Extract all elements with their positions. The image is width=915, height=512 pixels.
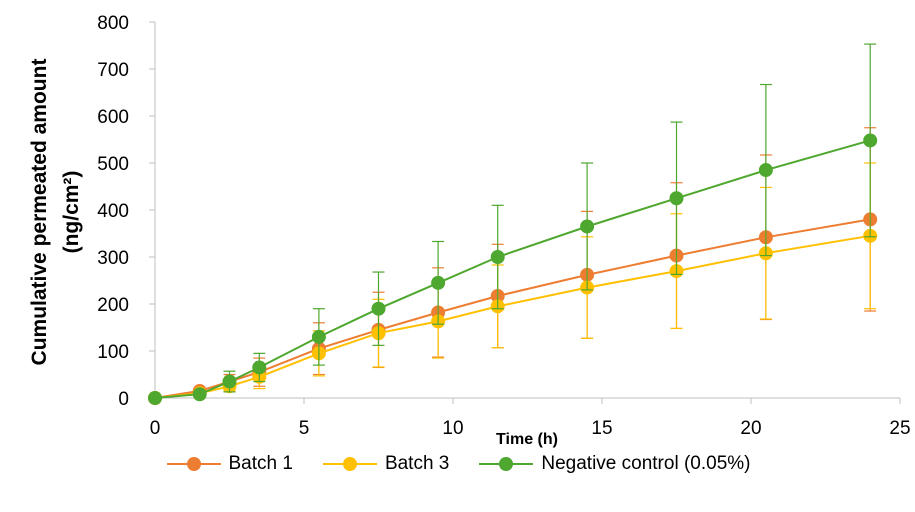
data-point	[148, 391, 162, 405]
axes: 0 100 200 300 400 500 600 700 800 0 5 10 15 20 25	[97, 13, 910, 439]
y-axis-title: Cumulative permeated amount (ng/cm²)	[28, 59, 83, 366]
data-point	[222, 374, 237, 389]
legend-label-batch-3: Batch 3	[384, 453, 450, 474]
y-tick-label: 100	[97, 342, 129, 363]
data-point	[252, 360, 267, 375]
series-layer	[148, 43, 878, 405]
data-point	[490, 250, 505, 264]
legend-item-batch-3: Batch 3	[321, 453, 449, 475]
legend: Batch 1 Batch 3 Negative control (0.05%)	[0, 453, 915, 475]
y-tick-label: 500	[97, 154, 129, 175]
x-tick-label: 0	[150, 418, 161, 439]
legend-label-negative-control: Negative control (0.05%)	[541, 453, 751, 474]
series-3	[148, 43, 878, 405]
x-tick-label: 20	[740, 418, 761, 439]
y-tick-label: 800	[97, 13, 129, 34]
y-tick-label: 600	[97, 107, 129, 128]
x-tick-label: 5	[299, 418, 310, 439]
legend-label-batch-1: Batch 1	[228, 453, 293, 474]
y-axis-title-line2: (ng/cm²)	[60, 171, 83, 254]
data-point	[192, 387, 207, 402]
data-point	[311, 329, 326, 344]
y-axis-title-line1: Cumulative permeated amount	[28, 59, 51, 366]
x-tick-label: 10	[442, 418, 463, 439]
x-tick-label: 25	[889, 418, 910, 439]
data-point	[431, 275, 446, 290]
line-chart: 0 100 200 300 400 500 600 700 800 0 5 10 15 20 25 Time…	[28, 13, 911, 448]
x-tick-label: 15	[591, 418, 612, 439]
data-point	[669, 191, 684, 206]
data-point	[758, 163, 773, 178]
series-line	[154, 139, 871, 399]
legend-item-batch-1: Batch 1	[165, 453, 293, 475]
legend-marker-batch-3	[322, 457, 377, 471]
y-tick-label: 0	[118, 389, 129, 410]
legend-item-negative-control: Negative control (0.05%)	[477, 453, 750, 475]
y-tick-label: 300	[97, 248, 129, 269]
data-point	[863, 133, 878, 148]
x-axis-title: Time (h)	[496, 431, 558, 448]
y-tick-label: 700	[97, 60, 129, 81]
legend-marker-negative-control	[479, 457, 534, 471]
y-tick-label: 400	[97, 201, 129, 222]
data-point	[371, 301, 386, 316]
legend-marker-batch-1	[166, 457, 221, 471]
y-tick-label: 200	[97, 295, 129, 316]
data-point	[580, 219, 595, 234]
